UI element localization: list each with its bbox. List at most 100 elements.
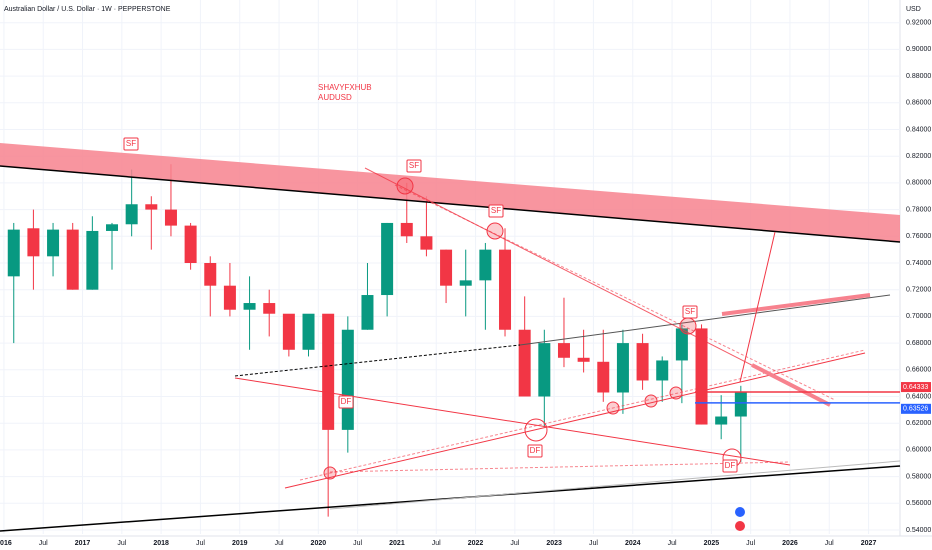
candle-body [125, 204, 138, 225]
candle-body [616, 343, 629, 393]
candle-body [7, 229, 20, 277]
x-tick-label: 2021 [389, 540, 405, 547]
circle [323, 466, 337, 480]
trend-line [329, 460, 901, 510]
y-tick-label: 0.88000 [906, 73, 931, 80]
circle [486, 222, 504, 240]
candle-body [400, 222, 413, 237]
candle-body [675, 328, 688, 361]
x-tick-label: Jul [275, 540, 284, 547]
candle-body [499, 249, 512, 330]
candle-body [184, 225, 197, 263]
projection [739, 231, 776, 383]
price-label-bg [901, 382, 931, 393]
projection [751, 363, 831, 407]
candle-body [577, 357, 590, 362]
trend-line [299, 349, 866, 481]
x-tick-label: Jul [39, 540, 48, 547]
candle-body [66, 229, 79, 290]
candle-body [459, 280, 472, 286]
candle-body [695, 328, 708, 425]
y-tick-label: 0.92000 [906, 20, 931, 27]
y-tick-label: 0.62000 [906, 420, 931, 427]
annotation: SF [126, 139, 136, 148]
circle [669, 386, 683, 400]
trend-line [519, 294, 891, 346]
candle-body [538, 343, 551, 397]
y-tick-label: 0.86000 [906, 100, 931, 107]
trend-line [0, 165, 901, 243]
price-label: 0.63526 [903, 406, 928, 413]
x-tick-label: Jul [746, 540, 755, 547]
currency-label: USD [906, 6, 921, 13]
annotation-box [406, 159, 422, 173]
candle-body [47, 229, 60, 257]
y-tick-label: 0.58000 [906, 473, 931, 480]
annotation: DF [530, 446, 541, 455]
y-tick-label: 0.64000 [906, 393, 931, 400]
circle [644, 394, 658, 408]
candle-body [361, 295, 374, 330]
x-tick-label: 2022 [468, 540, 484, 547]
candle-body [86, 230, 99, 290]
x-tick-label: 2020 [311, 540, 327, 547]
candle-body [322, 313, 335, 430]
y-tick-label: 0.60000 [906, 447, 931, 454]
y-tick-label: 0.68000 [906, 340, 931, 347]
candle-body [223, 285, 236, 310]
y-tick-label: 0.78000 [906, 206, 931, 213]
annotation: SF [491, 206, 501, 215]
candle-body [106, 224, 119, 231]
x-tick-label: Jul [353, 540, 362, 547]
annotation-box [682, 305, 698, 319]
x-tick-label: Jul [117, 540, 126, 547]
trend-line [394, 184, 836, 401]
annotation: SF [409, 161, 419, 170]
candle-body [420, 236, 433, 250]
event-icon[interactable] [735, 521, 745, 531]
candle-body [263, 303, 276, 314]
price-label-bg [901, 403, 931, 414]
candle-body [282, 313, 295, 350]
y-tick-label: 0.66000 [906, 367, 931, 374]
candle-body [518, 329, 531, 397]
x-tick-label: Jul [196, 540, 205, 547]
candle-body [243, 303, 256, 310]
candle-body [440, 249, 453, 286]
x-tick-label: 2025 [704, 540, 720, 547]
x-tick-label: Jul [432, 540, 441, 547]
trend-line [234, 377, 791, 466]
y-tick-label: 0.54000 [906, 527, 931, 534]
annotation-box [123, 137, 139, 151]
x-tick-label: 2017 [75, 540, 91, 547]
candle-body [164, 209, 177, 226]
trend-line [329, 461, 791, 473]
chart-title: Australian Dollar / U.S. Dollar · 1W · P… [4, 6, 171, 13]
annotation: DF [725, 461, 736, 470]
candle-body [341, 329, 354, 430]
candles [7, 164, 747, 517]
x-tick-label: 2026 [782, 540, 798, 547]
trend-line [234, 344, 521, 377]
candle-body [734, 392, 747, 417]
annotation-box [527, 444, 543, 458]
y-tick-label: 0.72000 [906, 287, 931, 294]
candle-body [381, 222, 394, 296]
annotation: SF [685, 307, 695, 316]
y-tick-label: 0.74000 [906, 260, 931, 267]
candle-body [636, 343, 649, 381]
y-tick-label: 0.82000 [906, 153, 931, 160]
candle-body [27, 228, 40, 257]
circle [606, 401, 620, 415]
drawings [0, 143, 901, 532]
annotation: SHAVYFXHUB [318, 83, 372, 92]
annotation: DF [341, 397, 352, 406]
y-tick-label: 0.80000 [906, 180, 931, 187]
candle-body [204, 262, 217, 286]
event-icon[interactable] [735, 507, 745, 517]
projection [721, 293, 871, 316]
circles [323, 177, 742, 480]
annotation: AUDUSD [318, 93, 352, 102]
x-tick-label: 2018 [153, 540, 169, 547]
y-tick-label: 0.70000 [906, 313, 931, 320]
